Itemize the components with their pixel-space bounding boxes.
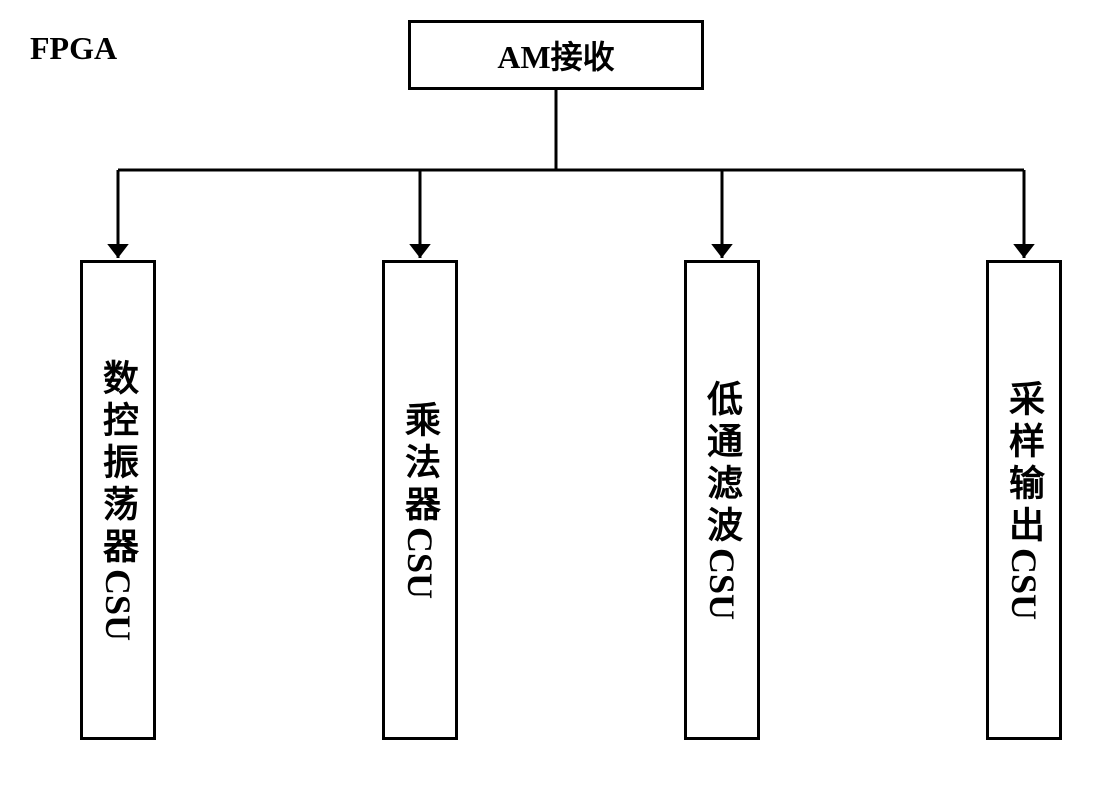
connector-lines bbox=[0, 0, 1108, 794]
child-cjk-mult: 乘法器 bbox=[400, 401, 440, 527]
child-latin-mult: CSU bbox=[400, 527, 440, 599]
child-node-lpf: 低通滤波CSU bbox=[684, 260, 760, 740]
child-label-samp: 采样输出CSU bbox=[1006, 380, 1042, 620]
child-cjk-nco: 数控振荡器 bbox=[98, 359, 138, 569]
child-label-nco: 数控振荡器CSU bbox=[100, 359, 136, 641]
child-cjk-samp: 采样输出 bbox=[1004, 380, 1044, 548]
child-latin-samp: CSU bbox=[1004, 548, 1044, 620]
child-latin-lpf: CSU bbox=[702, 548, 742, 620]
root-node-label: AM接收 bbox=[497, 32, 614, 78]
child-latin-nco: CSU bbox=[98, 569, 138, 641]
child-label-lpf: 低通滤波CSU bbox=[704, 380, 740, 620]
child-node-mult: 乘法器CSU bbox=[382, 260, 458, 740]
child-node-samp: 采样输出CSU bbox=[986, 260, 1062, 740]
child-label-mult: 乘法器CSU bbox=[402, 401, 438, 599]
root-node: AM接收 bbox=[408, 20, 704, 90]
child-node-nco: 数控振荡器CSU bbox=[80, 260, 156, 740]
fpga-corner-label: FPGA bbox=[30, 30, 117, 67]
child-cjk-lpf: 低通滤波 bbox=[702, 380, 742, 548]
